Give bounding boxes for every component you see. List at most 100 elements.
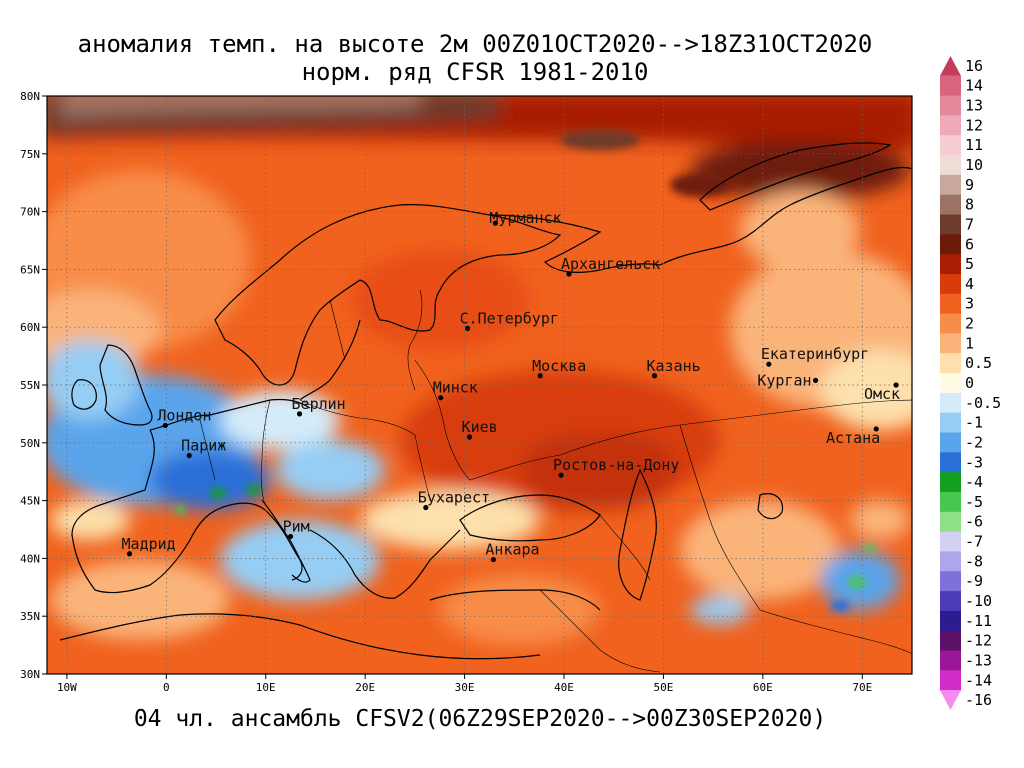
city-dot: [492, 220, 499, 226]
city-label: Рим: [283, 517, 310, 535]
colorbar-swatch: [940, 412, 961, 433]
lat-tick-label: 50N: [20, 437, 40, 450]
map-title: аномалия темп. на высоте 2м 00Z01OCT2020…: [77, 30, 873, 58]
city-label: Киев: [462, 418, 498, 436]
colorbar-swatch: [940, 690, 961, 710]
colorbar-swatch: [940, 234, 961, 255]
lon-tick-label: 50E: [653, 681, 673, 694]
colorbar-swatch: [940, 313, 961, 334]
city-label: Астана: [826, 429, 880, 447]
lat-tick-label: 45N: [20, 495, 40, 508]
colorbar-swatch: [940, 630, 961, 651]
city-label: Берлин: [292, 395, 346, 413]
city-dot: [558, 472, 564, 478]
colorbar-swatch: [940, 591, 961, 612]
lon-tick-label: 10W: [57, 681, 77, 694]
colorbar-label: -0.5: [965, 394, 1001, 412]
city-dot: [893, 382, 899, 388]
city-dot: [126, 551, 133, 557]
colorbar-label: 9: [965, 176, 974, 194]
colorbar-label: 14: [965, 77, 983, 95]
colorbar-label: 6: [965, 235, 974, 253]
colorbar-swatch: [940, 95, 961, 116]
colorbar-swatch: [940, 492, 961, 513]
colorbar-label: -10: [965, 592, 992, 610]
colorbar-swatch: [940, 155, 961, 176]
city-label: Казань: [646, 357, 700, 375]
lon-tick-label: 0: [163, 681, 170, 694]
colorbar-label: 13: [965, 97, 983, 115]
colorbar-label: -5: [965, 493, 983, 511]
colorbar-swatch: [940, 511, 961, 533]
lat-tick-label: 60N: [20, 321, 40, 334]
city-label: Архангельск: [561, 255, 660, 273]
colorbar-swatch: [940, 392, 961, 414]
axis-ticks: 10W 0 10E 20E 30E 40E 50E 60E 70E 30N 35N 40N 45N 50N…: [20, 90, 872, 694]
city-dot: [812, 377, 819, 383]
lon-tick-label: 10E: [256, 681, 276, 694]
colorbar-label: -8: [965, 552, 983, 570]
colorbar-swatch: [940, 214, 961, 235]
lon-tick-label: 30E: [455, 681, 475, 694]
city-label: Бухарест: [418, 489, 490, 507]
colorbar-label: 3: [965, 295, 974, 313]
colorbar-swatch: [940, 670, 961, 691]
colorbar-swatch: [940, 194, 961, 215]
colorbar-swatch: [940, 333, 961, 354]
colorbar-label: -3: [965, 453, 983, 471]
colorbar-label: -6: [965, 513, 983, 531]
lat-tick-label: 70N: [20, 206, 40, 219]
colorbar-label: -7: [965, 533, 983, 551]
city-dot: [438, 395, 444, 401]
colorbar-label: -9: [965, 572, 983, 590]
city-dot: [651, 373, 658, 379]
colorbar-swatch: [940, 551, 961, 572]
city-label: С.Петербург: [460, 309, 559, 327]
city-markers: Мурманск Архангельск С.Петербург Москва Каза…: [122, 209, 900, 563]
map-subtitle: норм. ряд CFSR 1981-2010: [301, 58, 649, 86]
city-dot: [423, 504, 429, 511]
colorbar-label: 11: [965, 136, 983, 154]
city-label: Париж: [181, 437, 226, 455]
colorbar-label: 0: [965, 374, 974, 392]
colorbar-swatch: [940, 56, 961, 76]
lat-tick-label: 55N: [20, 379, 40, 392]
colorbar-label: -16: [965, 691, 992, 709]
city-label: Анкара: [485, 541, 539, 559]
colorbar-swatch: [940, 472, 961, 493]
colorbar-swatch: [940, 650, 961, 671]
colorbar-label: -14: [965, 671, 992, 689]
city-dot: [464, 325, 471, 331]
city-label: Курган: [757, 371, 811, 389]
city-dot: [186, 452, 192, 459]
colorbar-label: 16: [965, 57, 983, 75]
colorbar-swatch: [940, 115, 961, 136]
city-label: Москва: [532, 357, 586, 375]
lon-tick-label: 70E: [852, 681, 872, 694]
colorbar-swatch: [940, 135, 961, 156]
lat-tick-label: 40N: [20, 552, 40, 565]
colorbar-label: 5: [965, 255, 974, 273]
colorbar-label: 10: [965, 156, 983, 174]
city-dot: [287, 533, 294, 540]
colorbar-swatch: [940, 353, 961, 374]
city-label: Омск: [864, 385, 900, 403]
city-label: Мурманск: [489, 209, 561, 227]
lon-tick-label: 20E: [355, 681, 375, 694]
city-dot: [296, 411, 303, 417]
lat-tick-label: 65N: [20, 263, 40, 276]
city-dot: [873, 426, 879, 432]
colorbar-label: -4: [965, 473, 983, 491]
lat-tick-label: 80N: [20, 90, 40, 103]
ensemble-caption: 04 чл. ансамбль CFSV2(06Z29SEP2020-->00Z…: [133, 706, 827, 732]
colorbar-swatch: [940, 610, 961, 632]
colorbar-label: 2: [965, 315, 974, 333]
city-dot: [490, 556, 497, 563]
colorbar-swatch: [940, 452, 961, 473]
city-dot: [566, 271, 572, 277]
city-label: Мадрид: [122, 535, 176, 553]
colorbar-label: -13: [965, 651, 992, 669]
colorbar-label: 8: [965, 196, 974, 214]
